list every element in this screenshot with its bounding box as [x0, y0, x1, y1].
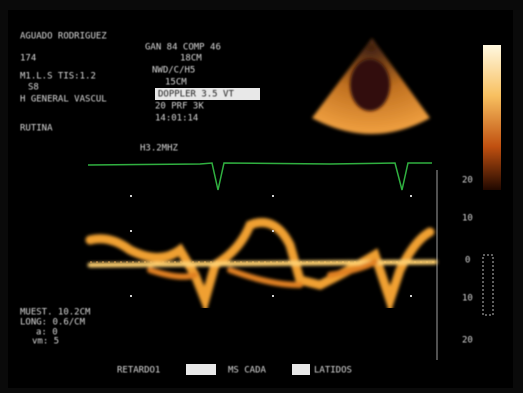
- sample-vm: vm: 5: [32, 337, 59, 347]
- footer-delay: RETARDO1: [117, 366, 160, 376]
- heart-cavity: [350, 59, 390, 111]
- focus: 15CM: [165, 78, 187, 88]
- screen: AGUADO RODRIGUEZ 174 M1.L.S TIS:1.2 S8 H…: [0, 0, 523, 393]
- exam: H GENERAL VASCUL: [20, 95, 107, 105]
- beats-box: [292, 364, 310, 375]
- freq: H3.2MHZ: [140, 144, 179, 154]
- scale-label: 20: [462, 336, 473, 346]
- patient-id: 174: [20, 54, 36, 64]
- scale-label: 10: [462, 214, 473, 224]
- gain: GAN 84 COMP 46: [145, 43, 221, 53]
- preset: RUTINA: [20, 124, 53, 134]
- patient-name: AGUADO RODRIGUEZ: [20, 32, 107, 42]
- depth: 18CM: [180, 54, 202, 64]
- color-bar: [483, 45, 501, 190]
- footer-each: MS CADA: [228, 366, 267, 376]
- footer-beats: LATIDOS: [314, 366, 352, 376]
- delay-box: [186, 364, 216, 375]
- mode: NWD/C/H5: [152, 66, 195, 76]
- sample-volume: MUEST. 10.2CM: [20, 308, 91, 318]
- prf: 20 PRF 3K: [155, 102, 204, 112]
- scale-label: 20: [462, 176, 473, 186]
- sample-length: LONG: 0.6/CM: [20, 318, 86, 328]
- highlight: DOPPLER 3.5 VT: [158, 90, 234, 100]
- sub: S8: [28, 83, 39, 93]
- time: 14:01:14: [155, 114, 198, 124]
- settings: M1.L.S TIS:1.2: [20, 72, 96, 82]
- scale-label: 0: [465, 256, 470, 266]
- scale-label: 10: [462, 294, 473, 304]
